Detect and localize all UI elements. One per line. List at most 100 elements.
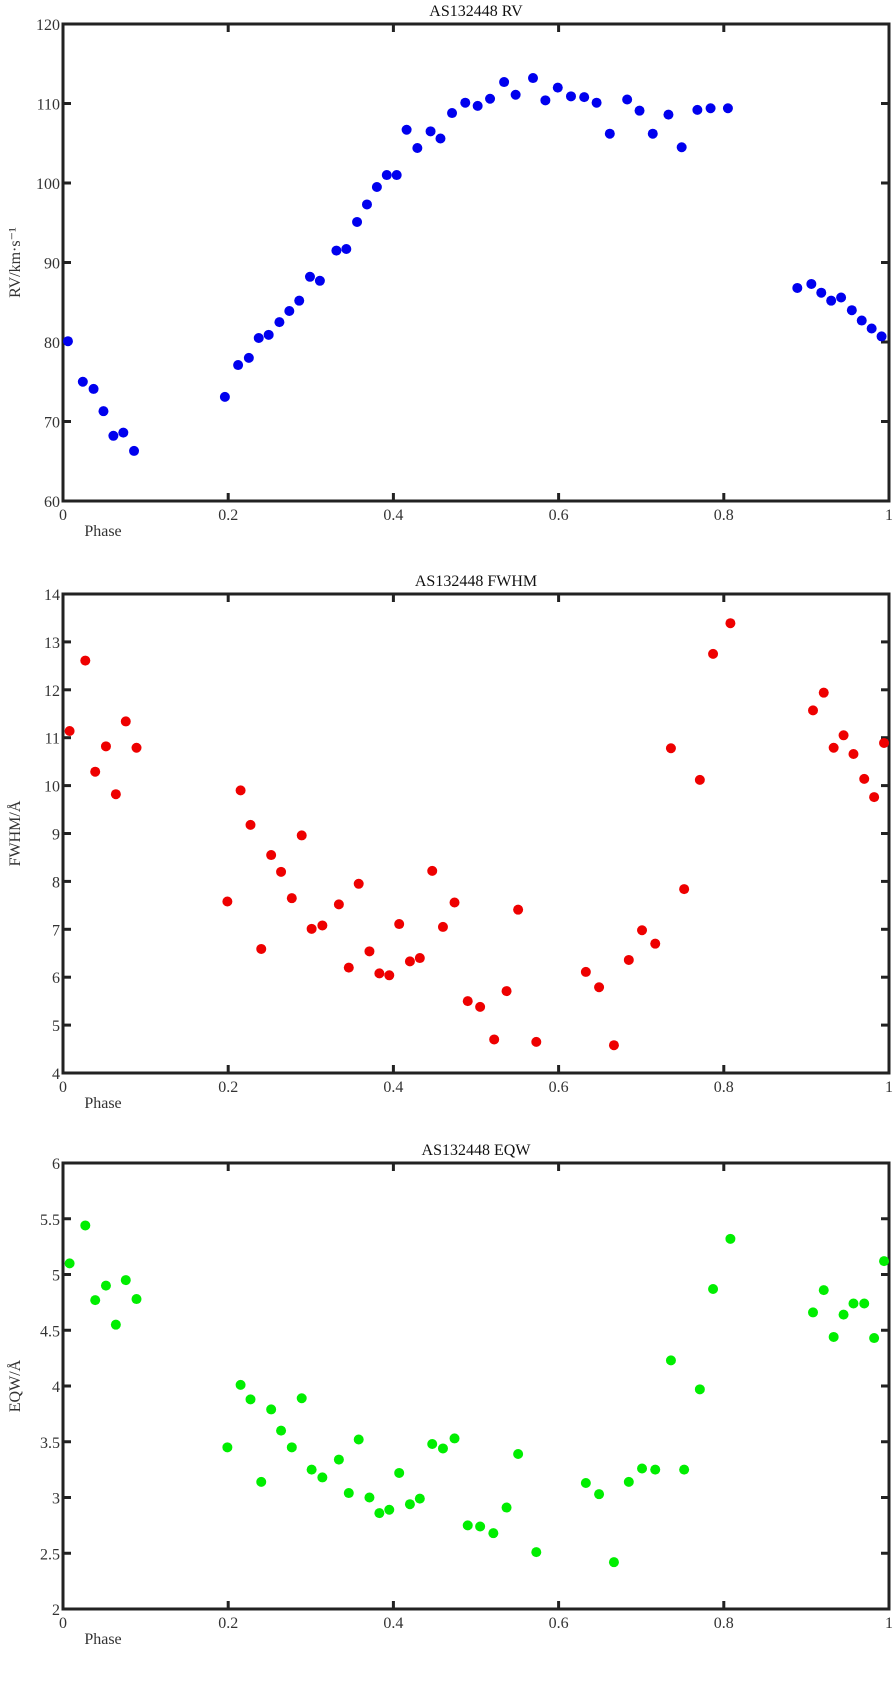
- data-point: [361, 199, 372, 210]
- data-point: [374, 1508, 385, 1519]
- x-axis-label: Phase: [84, 1631, 121, 1648]
- data-point: [540, 95, 551, 106]
- data-point: [286, 893, 297, 904]
- data-point: [414, 1493, 425, 1504]
- data-point: [594, 1489, 605, 1500]
- data-point: [394, 1467, 405, 1478]
- data-point: [836, 292, 847, 303]
- data-point: [437, 921, 448, 932]
- data-point: [499, 77, 510, 88]
- data-point: [705, 103, 716, 114]
- data-point: [414, 953, 425, 964]
- chart-panel-3: AS132448 EQW 0 0.2 0.4 0.6 0.8 1 2 2.5 3 3.5 4 4.5 5 5…: [6, 1142, 893, 1648]
- data-point: [663, 109, 674, 120]
- data-point: [485, 93, 496, 104]
- data-point: [364, 1492, 375, 1503]
- y-tick-label: 80: [44, 335, 60, 352]
- x-tick-label: 0: [59, 1615, 67, 1632]
- data-point: [676, 142, 687, 153]
- data-point: [552, 82, 563, 93]
- y-tick-label: 100: [36, 176, 60, 193]
- x-axis-label: Phase: [84, 523, 121, 540]
- data-point: [462, 1520, 473, 1531]
- x-tick-label: 0.4: [383, 1079, 403, 1096]
- x-tick-label: 1: [885, 507, 893, 524]
- data-point: [100, 1280, 111, 1291]
- data-point: [333, 1454, 344, 1465]
- data-point: [253, 333, 264, 344]
- data-point: [694, 1384, 705, 1395]
- data-point: [859, 1298, 870, 1309]
- data-point: [694, 774, 705, 785]
- data-point: [808, 1307, 819, 1318]
- data-point: [384, 1504, 395, 1515]
- x-tick-label: 0.6: [549, 1079, 569, 1096]
- chart-title: AS132448 FWHM: [415, 573, 537, 590]
- data-point: [100, 741, 111, 752]
- data-point: [276, 1425, 287, 1436]
- data-point: [608, 1040, 619, 1051]
- data-point: [665, 743, 676, 754]
- data-point: [848, 1298, 859, 1309]
- y-tick-label: 11: [45, 731, 60, 748]
- data-point: [859, 773, 870, 784]
- data-point: [531, 1547, 542, 1558]
- data-point: [501, 1502, 512, 1513]
- data-point: [64, 725, 75, 736]
- y-tick-label: 90: [44, 256, 60, 273]
- data-point: [531, 1036, 542, 1047]
- data-point: [623, 954, 634, 965]
- data-point: [77, 376, 88, 387]
- x-tick-label: 0.2: [218, 507, 238, 524]
- data-point: [828, 742, 839, 753]
- data-point: [306, 923, 317, 934]
- data-point: [80, 1220, 91, 1231]
- data-point: [222, 896, 233, 907]
- data-point: [692, 104, 703, 115]
- data-point: [427, 1438, 438, 1449]
- data-point: [235, 785, 246, 796]
- x-tick-label: 0.8: [714, 1615, 734, 1632]
- axes-box: [61, 22, 891, 503]
- data-point: [604, 128, 615, 139]
- data-point: [460, 97, 471, 108]
- data-point: [846, 305, 857, 316]
- y-tick-label: 13: [44, 635, 60, 652]
- data-point: [129, 445, 140, 456]
- y-tick-label: 14: [44, 587, 60, 604]
- data-point: [263, 329, 274, 340]
- x-tick-label: 0.6: [549, 1615, 569, 1632]
- data-point: [425, 126, 436, 137]
- data-point: [580, 966, 591, 977]
- data-point: [472, 100, 483, 111]
- data-point: [222, 1442, 233, 1453]
- data-point: [314, 275, 325, 286]
- data-point: [437, 1443, 448, 1454]
- data-point: [88, 383, 99, 394]
- chart-title: AS132448 EQW: [422, 1142, 532, 1159]
- y-tick-label: 7: [52, 922, 60, 939]
- data-point: [647, 128, 658, 139]
- data-point: [650, 1464, 661, 1475]
- y-tick-label: 5: [52, 1268, 60, 1285]
- y-tick-label: 70: [44, 415, 60, 432]
- chart-title: AS132448 RV: [429, 3, 523, 20]
- data-point: [637, 1463, 648, 1474]
- data-point: [80, 655, 91, 666]
- y-tick-label: 2.5: [40, 1546, 60, 1563]
- y-tick-label: 12: [44, 683, 60, 700]
- data-point: [118, 427, 129, 438]
- x-axis-label: Phase: [84, 1095, 121, 1112]
- y-tick-label: 5.5: [40, 1212, 60, 1229]
- y-tick-label: 110: [37, 97, 60, 114]
- axes-box: [61, 592, 891, 1075]
- data-point: [331, 245, 342, 256]
- y-tick-label: 4: [52, 1066, 60, 1083]
- data-point: [364, 946, 375, 957]
- data-point: [276, 866, 287, 877]
- x-tick-label: 0: [59, 507, 67, 524]
- x-tick-label: 0.4: [383, 507, 403, 524]
- data-point: [394, 919, 405, 930]
- data-point: [235, 1379, 246, 1390]
